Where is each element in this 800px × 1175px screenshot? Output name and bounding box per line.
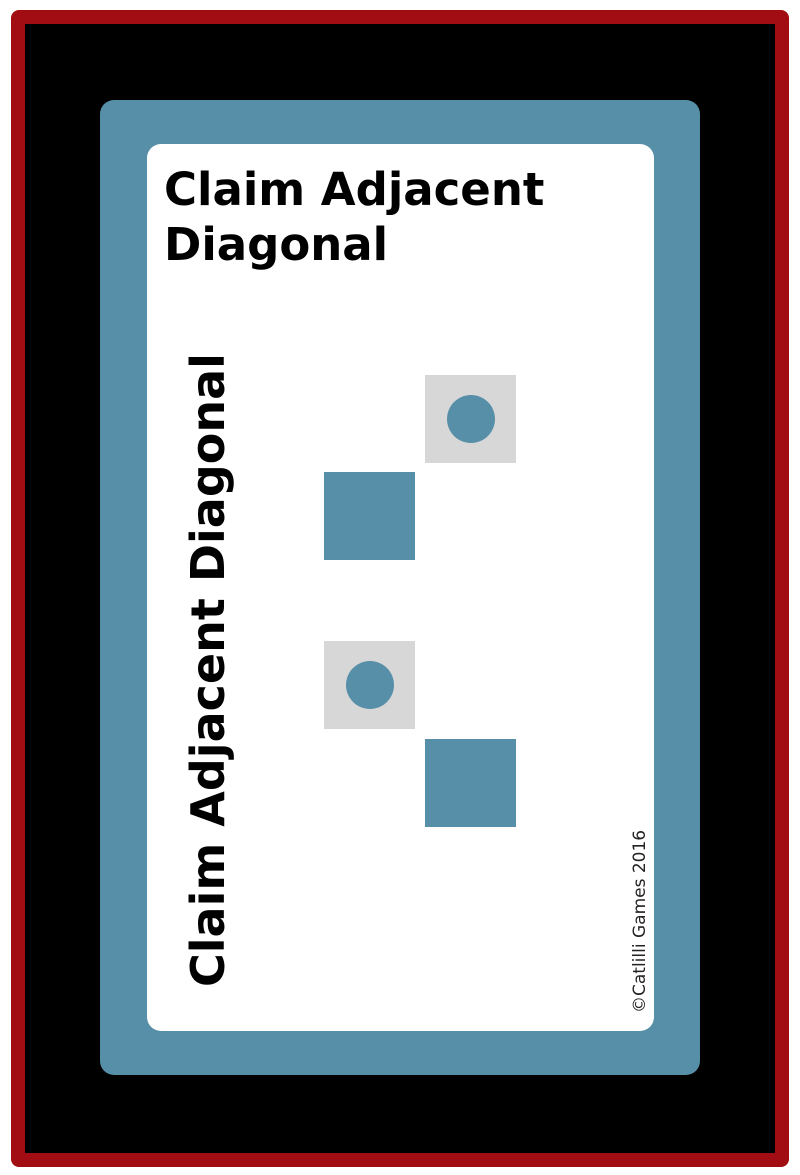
player-token-icon: [447, 395, 495, 443]
copyright-text: ©Catlilli Games 2016: [630, 829, 650, 1013]
target-tile: [425, 375, 516, 463]
claimed-tile: [324, 472, 415, 560]
card-title: Claim Adjacent Diagonal: [164, 163, 545, 271]
player-token-icon: [346, 661, 394, 709]
card-side-title: Claim Adjacent Diagonal: [181, 353, 235, 987]
target-tile: [324, 641, 415, 729]
claimed-tile: [425, 739, 516, 827]
card-face: [147, 144, 654, 1031]
